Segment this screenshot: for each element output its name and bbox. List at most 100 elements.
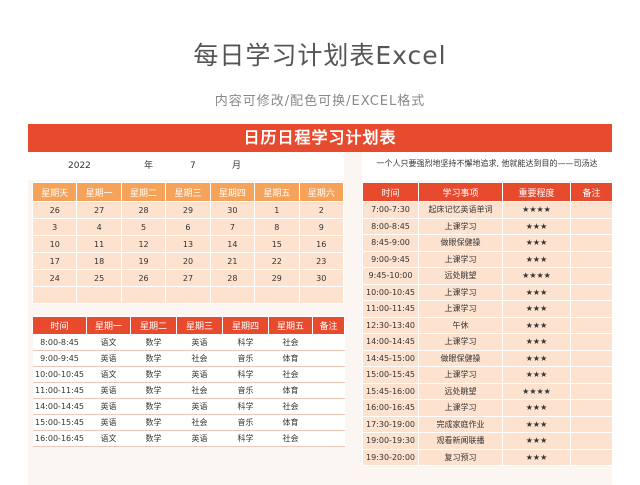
task-cell[interactable]: 9:00-9:45	[362, 250, 419, 268]
schedule-cell[interactable]: 社会	[268, 334, 313, 351]
calendar-day-cell[interactable]	[165, 286, 211, 304]
task-cell[interactable]: 19:30-20:00	[362, 448, 419, 466]
schedule-cell[interactable]: 8:00-8:45	[32, 334, 87, 351]
task-cell[interactable]: ★★★	[502, 349, 571, 367]
schedule-cell[interactable]: 科学	[222, 430, 269, 447]
schedule-cell[interactable]: 语文	[86, 334, 131, 351]
schedule-cell[interactable]: 科学	[222, 334, 269, 351]
task-cell[interactable]: 起床记忆英语单词	[418, 201, 503, 219]
schedule-cell[interactable]: 社会	[176, 414, 223, 431]
calendar-day-cell[interactable]: 2	[298, 201, 345, 219]
schedule-cell[interactable]	[312, 366, 345, 383]
schedule-cell[interactable]	[312, 334, 345, 351]
task-cell[interactable]: ★★★	[502, 300, 571, 318]
calendar-day-cell[interactable]: 16	[298, 235, 345, 253]
task-cell[interactable]: ★★★	[502, 217, 571, 235]
task-cell[interactable]: ★★★	[502, 333, 571, 351]
task-cell[interactable]: 上课学习	[418, 366, 503, 384]
month-cell[interactable]: 7	[190, 161, 196, 171]
calendar-day-cell[interactable]: 8	[254, 218, 300, 236]
schedule-cell[interactable]: 体育	[268, 414, 313, 431]
task-cell[interactable]: ★★★★	[502, 267, 571, 285]
calendar-day-cell[interactable]: 1	[254, 201, 300, 219]
calendar-day-cell[interactable]: 6	[165, 218, 211, 236]
calendar-day-cell[interactable]: 5	[120, 218, 167, 236]
task-cell[interactable]: ★★★	[502, 399, 571, 417]
schedule-cell[interactable]: 英语	[86, 398, 131, 415]
task-cell[interactable]: ★★★★	[502, 382, 571, 400]
schedule-cell[interactable]: 15:00-15:45	[32, 414, 87, 431]
task-cell[interactable]: 14:00-14:45	[362, 333, 419, 351]
calendar-day-cell[interactable]: 26	[120, 269, 167, 287]
task-cell[interactable]	[570, 234, 612, 252]
schedule-cell[interactable]: 体育	[268, 382, 313, 399]
task-cell[interactable]: 做眼保健操	[418, 234, 503, 252]
task-cell[interactable]	[570, 267, 612, 285]
calendar-day-cell[interactable]: 30	[209, 201, 256, 219]
task-cell[interactable]: ★★★	[502, 283, 571, 301]
schedule-cell[interactable]: 社会	[176, 382, 223, 399]
task-cell[interactable]: 17:30-19:00	[362, 415, 419, 433]
calendar-day-cell[interactable]: 29	[165, 201, 211, 219]
task-cell[interactable]: 上课学习	[418, 300, 503, 318]
calendar-day-cell[interactable]: 28	[120, 201, 167, 219]
task-cell[interactable]	[570, 316, 612, 334]
task-cell[interactable]: ★★★	[502, 366, 571, 384]
schedule-cell[interactable]: 英语	[86, 382, 131, 399]
calendar-day-cell[interactable]: 17	[31, 252, 78, 270]
task-cell[interactable]	[570, 432, 612, 450]
schedule-cell[interactable]: 音乐	[222, 382, 269, 399]
schedule-cell[interactable]: 音乐	[222, 350, 269, 367]
task-cell[interactable]	[570, 399, 612, 417]
calendar-day-cell[interactable]: 7	[209, 218, 256, 236]
schedule-cell[interactable]: 英语	[176, 398, 223, 415]
task-cell[interactable]	[570, 382, 612, 400]
calendar-day-cell[interactable]: 19	[120, 252, 167, 270]
task-cell[interactable]: 远处眺望	[418, 382, 503, 400]
task-cell[interactable]: 7:00-7:30	[362, 201, 419, 219]
task-cell[interactable]: 15:00-15:45	[362, 366, 419, 384]
task-cell[interactable]	[570, 283, 612, 301]
task-cell[interactable]: 上课学习	[418, 283, 503, 301]
schedule-cell[interactable]: 社会	[176, 350, 223, 367]
task-cell[interactable]: ★★★	[502, 316, 571, 334]
schedule-cell[interactable]: 英语	[176, 334, 223, 351]
task-cell[interactable]: 9:45-10:00	[362, 267, 419, 285]
task-cell[interactable]: ★★★★	[502, 201, 571, 219]
schedule-cell[interactable]: 社会	[268, 398, 313, 415]
schedule-cell[interactable]	[312, 350, 345, 367]
schedule-cell[interactable]: 英语	[86, 350, 131, 367]
calendar-day-cell[interactable]	[76, 286, 122, 304]
schedule-cell[interactable]: 数学	[130, 366, 177, 383]
calendar-day-cell[interactable]	[209, 286, 256, 304]
schedule-cell[interactable]: 数学	[130, 430, 177, 447]
calendar-day-cell[interactable]: 9	[298, 218, 345, 236]
year-cell[interactable]: 2022	[68, 161, 91, 171]
task-cell[interactable]	[570, 300, 612, 318]
task-cell[interactable]: 8:45-9:00	[362, 234, 419, 252]
task-cell[interactable]: 上课学习	[418, 217, 503, 235]
task-cell[interactable]	[570, 448, 612, 466]
calendar-day-cell[interactable]	[120, 286, 167, 304]
calendar-day-cell[interactable]	[31, 286, 78, 304]
task-cell[interactable]: 16:00-16:45	[362, 399, 419, 417]
schedule-cell[interactable]: 社会	[268, 366, 313, 383]
schedule-cell[interactable]: 语文	[86, 366, 131, 383]
calendar-day-cell[interactable]: 3	[31, 218, 78, 236]
task-cell[interactable]: ★★★	[502, 234, 571, 252]
schedule-cell[interactable]: 音乐	[222, 414, 269, 431]
schedule-cell[interactable]: 语文	[86, 430, 131, 447]
schedule-cell[interactable]: 16:00-16:45	[32, 430, 87, 447]
task-cell[interactable]: 11:00-11:45	[362, 300, 419, 318]
schedule-cell[interactable]: 科学	[222, 366, 269, 383]
schedule-cell[interactable]: 英语	[86, 414, 131, 431]
calendar-day-cell[interactable]: 18	[76, 252, 122, 270]
task-cell[interactable]: 观看新闻联播	[418, 432, 503, 450]
calendar-day-cell[interactable]: 14	[209, 235, 256, 253]
calendar-day-cell[interactable]: 20	[165, 252, 211, 270]
schedule-cell[interactable]: 数学	[130, 382, 177, 399]
task-cell[interactable]: 8:00-8:45	[362, 217, 419, 235]
schedule-cell[interactable]: 数学	[130, 414, 177, 431]
calendar-day-cell[interactable]: 21	[209, 252, 256, 270]
schedule-cell[interactable]: 英语	[176, 366, 223, 383]
